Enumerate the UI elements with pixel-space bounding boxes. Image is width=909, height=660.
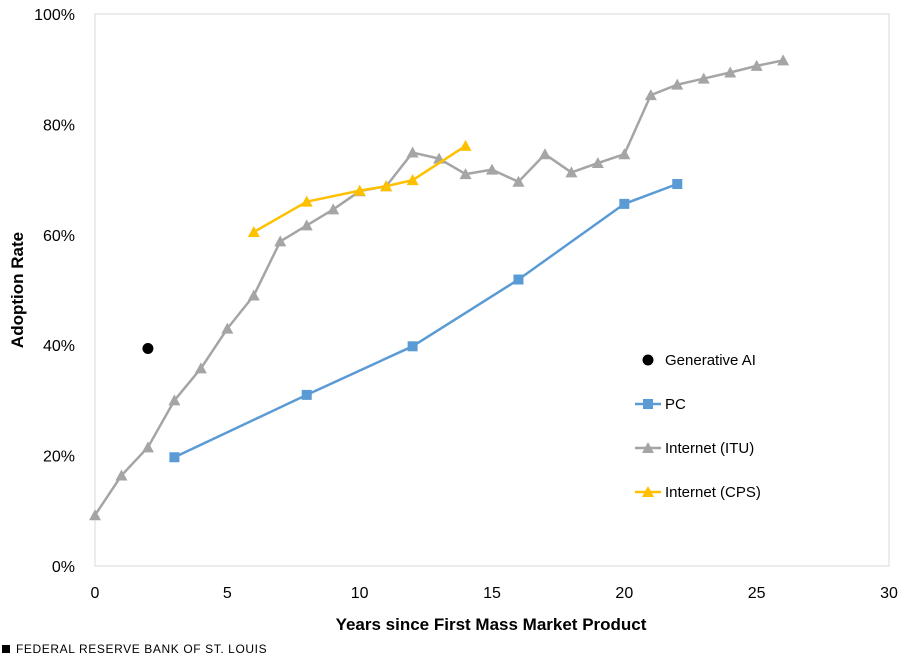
data-point-internet-itu — [538, 148, 551, 160]
legend-item-internet-cps: Internet (CPS) — [635, 484, 761, 501]
x-tick-label: 20 — [615, 585, 633, 602]
plot-frame — [94, 13, 890, 567]
y-axis-title: Adoption Rate — [8, 232, 27, 348]
y-tick-label: 100% — [34, 7, 75, 24]
legend-swatch-marker — [643, 399, 653, 409]
legend-label: Internet (CPS) — [665, 484, 761, 501]
legend-swatch-marker — [642, 442, 654, 453]
x-tick-label: 15 — [483, 585, 501, 602]
data-point-internet-itu — [512, 175, 525, 187]
x-tick-label: 30 — [880, 585, 898, 602]
data-point-internet-cps — [406, 174, 419, 186]
data-point-internet-itu — [777, 54, 790, 66]
data-point-pc — [169, 452, 180, 463]
legend-label: Internet (ITU) — [665, 440, 754, 457]
data-point-internet-cps — [353, 184, 366, 196]
data-point-internet-cps — [300, 195, 313, 207]
data-point-internet-itu — [221, 322, 234, 334]
data-point-internet-itu — [300, 219, 313, 231]
data-point-internet-itu — [406, 146, 419, 158]
data-point-internet-itu — [671, 78, 684, 90]
legend-item-internet-itu: Internet (ITU) — [635, 440, 754, 457]
footer-source-text: FEDERAL RESERVE BANK OF ST. LOUIS — [16, 642, 268, 656]
series-internet-cps — [247, 139, 472, 238]
data-point-pc — [301, 389, 312, 400]
data-point-internet-itu — [168, 394, 181, 406]
data-point-internet-itu — [141, 441, 154, 453]
series-line-pc — [173, 182, 678, 459]
data-point-internet-cps — [247, 226, 260, 238]
legend-item-generative-ai: Generative AI — [642, 352, 756, 369]
data-point-internet-itu — [644, 89, 657, 101]
y-tick-label: 60% — [43, 228, 75, 245]
legend-label: Generative AI — [665, 352, 756, 369]
series-generative-ai — [142, 343, 154, 355]
y-tick-label: 80% — [43, 117, 75, 134]
data-point-internet-itu — [194, 362, 207, 374]
data-point-internet-itu — [486, 163, 498, 175]
x-tick-label: 5 — [223, 585, 232, 602]
chart: 0% 20% 40% 60% 80% 100% 0 5 10 15 20 25 30 Generati… — [8, 7, 898, 634]
data-point-pc — [513, 274, 524, 285]
series-pc — [169, 179, 683, 463]
x-axis-title: Years since First Mass Market Product — [336, 615, 647, 634]
data-point-internet-itu — [459, 168, 472, 180]
x-tick-label: 10 — [351, 585, 369, 602]
x-tick-label: 0 — [91, 585, 100, 602]
series-internet-itu — [89, 54, 790, 521]
data-point-internet-itu — [697, 72, 710, 84]
legend-swatch-marker — [642, 354, 654, 366]
series-layer — [89, 54, 790, 521]
data-point-internet-itu — [618, 148, 631, 160]
legend-item-pc: PC — [635, 396, 686, 413]
y-tick-label: 20% — [43, 449, 75, 466]
y-tick-label: 0% — [52, 559, 75, 576]
legend: Generative AI PC Internet (ITU) Internet (C… — [635, 352, 761, 501]
legend-label: PC — [665, 396, 686, 413]
y-tick-label: 40% — [43, 338, 75, 355]
source-footer: FEDERAL RESERVE BANK OF ST. LOUIS — [2, 642, 267, 656]
y-axis-ticks: 0% 20% 40% 60% 80% 100% — [34, 7, 75, 576]
data-point-internet-itu — [115, 469, 128, 481]
legend-swatch-marker — [642, 486, 654, 497]
data-point-pc — [407, 341, 418, 352]
data-point-internet-itu — [724, 66, 737, 78]
x-axis-ticks: 0 5 10 15 20 25 30 — [91, 585, 898, 602]
data-point-internet-itu — [247, 289, 260, 301]
footer-square-icon — [2, 645, 10, 653]
data-point-internet-itu — [327, 203, 340, 215]
plot-border — [94, 13, 890, 567]
data-point-pc — [672, 179, 683, 190]
data-point-internet-itu — [565, 166, 578, 178]
data-point-internet-cps — [380, 180, 393, 192]
data-point-internet-itu — [750, 59, 763, 71]
data-point-internet-itu — [89, 509, 101, 521]
data-point-internet-itu — [274, 235, 287, 247]
data-point-pc — [619, 198, 630, 209]
data-point-generative-ai — [142, 343, 154, 355]
x-tick-label: 25 — [748, 585, 766, 602]
series-line-internet-cps — [253, 144, 467, 234]
data-point-internet-cps — [459, 139, 472, 151]
data-point-internet-itu — [591, 157, 604, 169]
